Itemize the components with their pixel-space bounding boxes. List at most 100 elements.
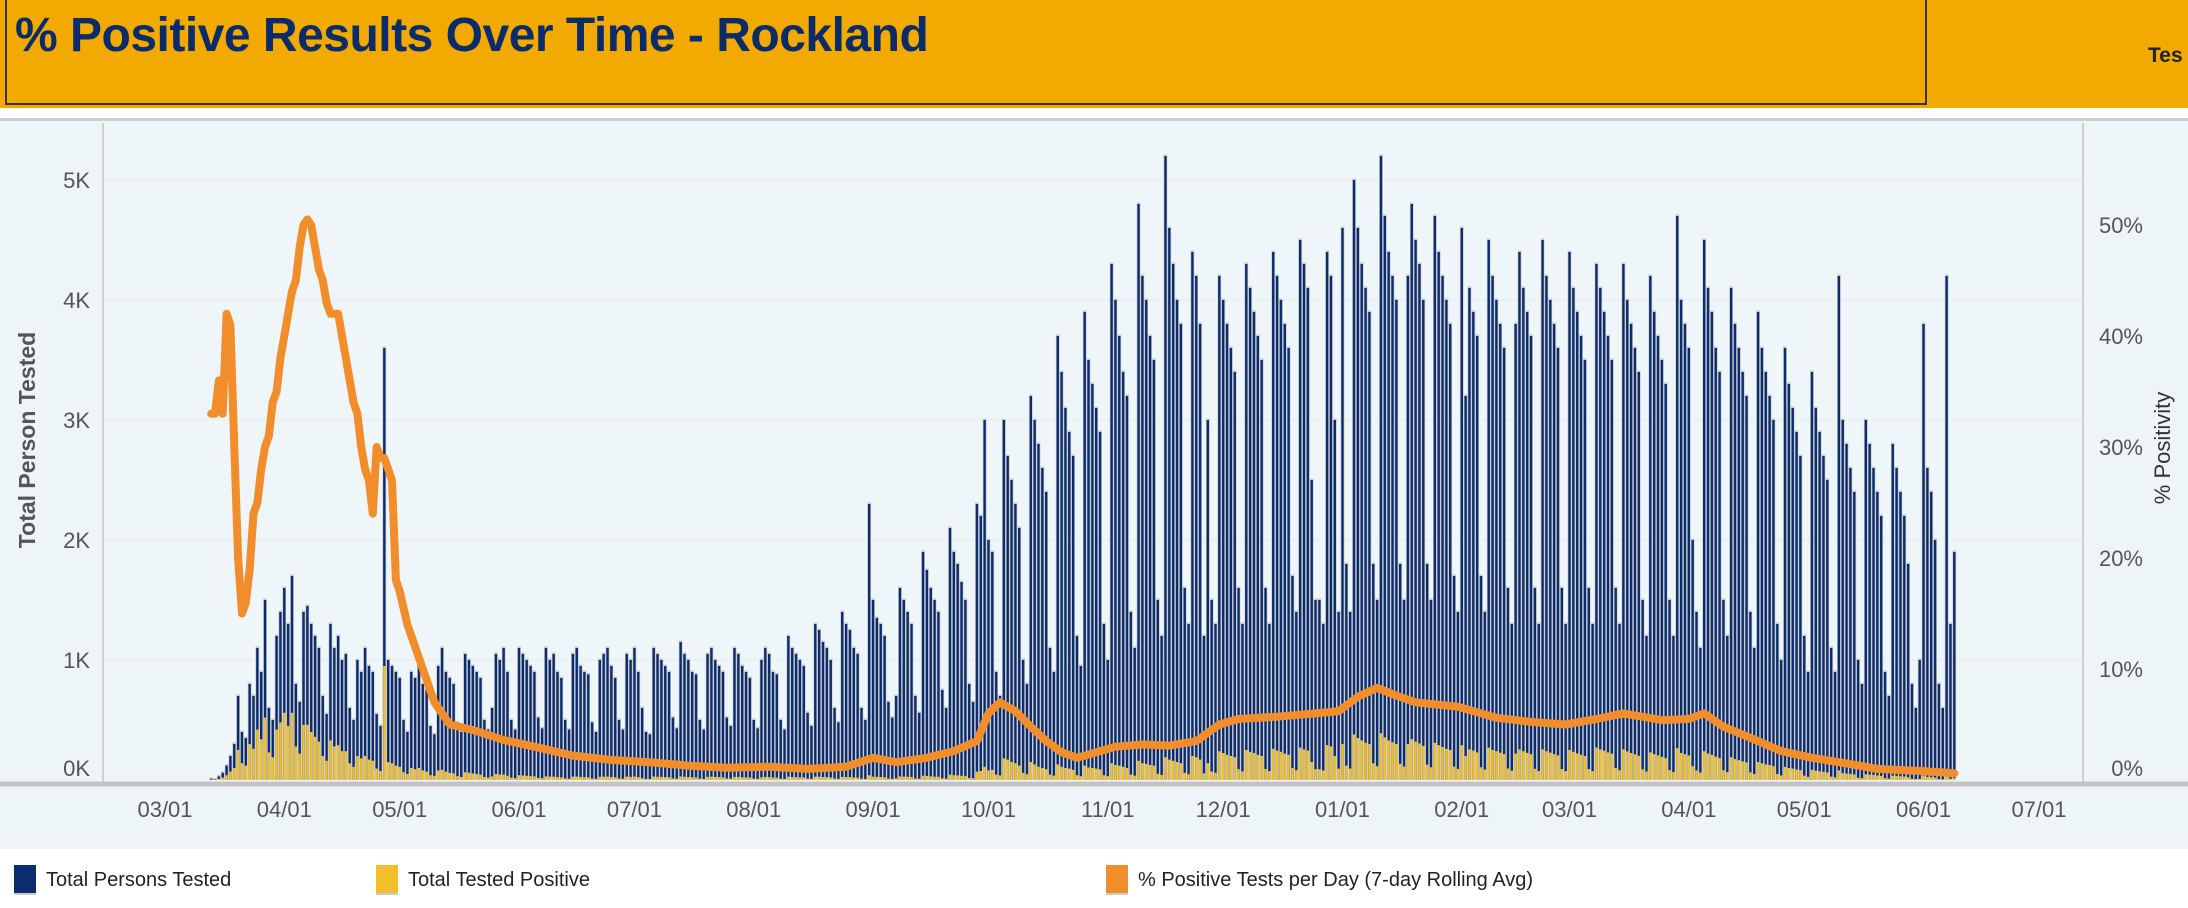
- bar-tested: [1237, 588, 1240, 780]
- bar-tested: [1222, 300, 1225, 780]
- bar-positive: [1479, 767, 1483, 780]
- bar-tested: [1610, 360, 1614, 780]
- bar-tested: [1868, 444, 1871, 780]
- bar-positive: [283, 712, 286, 780]
- x-tick-label: 03/01: [1542, 797, 1597, 822]
- bar-tested: [1837, 276, 1841, 780]
- bar-tested: [1245, 264, 1248, 780]
- bar-tested: [760, 660, 763, 780]
- x-tick-label: 01/01: [1315, 797, 1370, 822]
- bar-positive: [1110, 763, 1113, 780]
- bar-positive: [1745, 762, 1748, 780]
- bar-positive: [1783, 766, 1787, 780]
- bar-tested: [606, 648, 609, 780]
- bar-tested: [741, 666, 744, 780]
- bar-tested: [637, 672, 640, 780]
- bar-positive: [1764, 764, 1767, 780]
- bar-positive: [360, 758, 363, 780]
- bar-positive: [1941, 779, 1944, 780]
- bar-positive: [1760, 763, 1764, 780]
- bar-tested: [1260, 360, 1263, 780]
- bar-tested: [1256, 336, 1260, 780]
- bar-positive: [1014, 763, 1017, 780]
- bar-positive: [1114, 765, 1117, 780]
- bar-positive: [1883, 778, 1887, 780]
- bar-positive: [1552, 754, 1556, 780]
- bar-tested: [529, 666, 532, 780]
- bar-tested: [410, 672, 413, 780]
- bar-tested: [690, 672, 694, 780]
- bar-tested: [1095, 408, 1098, 780]
- legend-item-positive[interactable]: Total Tested Positive: [376, 865, 590, 895]
- bar-tested: [1145, 300, 1148, 780]
- bar-tested: [860, 708, 863, 780]
- bar-tested: [748, 678, 752, 780]
- bar-tested: [1010, 480, 1013, 780]
- legend-label: % Positive Tests per Day (7-day Rolling …: [1138, 868, 1533, 891]
- bar-tested: [625, 654, 628, 780]
- bar-tested: [1348, 612, 1352, 780]
- bar-tested-back: [213, 777, 217, 780]
- bar-positive: [706, 776, 709, 780]
- bar-tested: [1533, 588, 1537, 780]
- x-tick-label: 09/01: [846, 797, 901, 822]
- bar-tested: [1272, 252, 1275, 780]
- bar-tested: [1325, 252, 1329, 780]
- bar-positive: [1433, 742, 1437, 780]
- bar-positive: [1860, 778, 1864, 780]
- bar-tested: [1587, 588, 1590, 780]
- bar-tested: [1449, 324, 1452, 780]
- bar-positive: [925, 776, 929, 780]
- bar-positive: [1614, 768, 1617, 780]
- bar-positive: [1483, 769, 1487, 780]
- bar-positive: [960, 775, 963, 780]
- bar-positive: [1379, 733, 1383, 780]
- bar-tested: [1945, 276, 1948, 780]
- legend-item-pct[interactable]: % Positive Tests per Day (7-day Rolling …: [1106, 865, 1533, 895]
- bar-positive: [1833, 777, 1837, 780]
- bar-positive: [994, 774, 998, 780]
- bar-tested: [1060, 372, 1063, 780]
- bar-positive: [906, 776, 909, 780]
- bar-positive: [1610, 753, 1614, 780]
- bar-positive: [1514, 753, 1517, 780]
- bar-positive: [687, 777, 690, 780]
- bar-tested: [1576, 312, 1579, 780]
- legend-item-tested[interactable]: Total Persons Tested: [14, 865, 231, 895]
- bar-positive: [721, 777, 725, 780]
- bar-tested: [294, 684, 298, 780]
- bar-tested: [875, 618, 879, 780]
- bar-positive: [1849, 774, 1852, 780]
- bar-positive: [375, 768, 378, 780]
- bar-positive: [286, 726, 290, 780]
- x-tick-label: 06/01: [491, 797, 546, 822]
- header-right-text[interactable]: Tes: [2148, 44, 2183, 67]
- bar-positive: [998, 775, 1002, 780]
- bar-positive: [1133, 775, 1136, 780]
- bar-tested: [1018, 528, 1021, 780]
- bar-positive: [1360, 740, 1363, 780]
- bar-tested: [1522, 288, 1525, 780]
- bar-tested: [902, 600, 906, 780]
- bar-positive: [1456, 768, 1460, 780]
- bar-positive: [910, 777, 913, 780]
- bar-positive: [302, 724, 305, 780]
- bar-tested: [1345, 564, 1348, 780]
- bar-tested: [313, 636, 317, 780]
- bar-tested: [767, 654, 771, 780]
- bar-tested: [521, 654, 525, 780]
- bar-tested: [864, 720, 867, 780]
- bar-positive: [1375, 766, 1379, 780]
- bar-positive: [1318, 769, 1321, 780]
- bar-tested: [1814, 408, 1817, 780]
- bar-tested: [941, 690, 944, 780]
- bar-tested: [1845, 444, 1848, 780]
- bar-tested: [475, 672, 478, 780]
- bar-positive: [1683, 754, 1687, 780]
- bar-tested: [1175, 300, 1179, 780]
- bar-positive: [1699, 772, 1702, 780]
- bar-positive: [267, 752, 271, 780]
- bar-tested: [471, 666, 475, 780]
- bar-positive: [702, 778, 705, 780]
- bar-positive: [748, 777, 752, 780]
